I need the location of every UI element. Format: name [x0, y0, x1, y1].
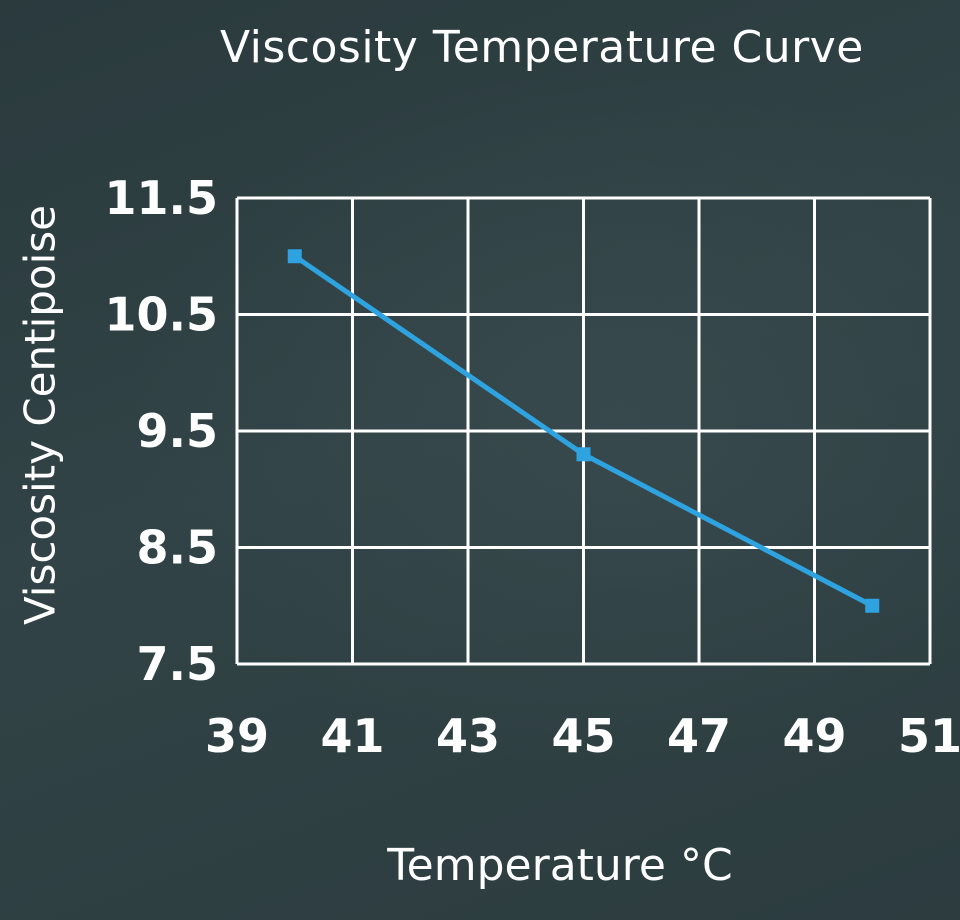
- x-tick-label: 49: [782, 709, 846, 763]
- x-axis-label: Temperature °C: [387, 840, 733, 891]
- y-tick-label: 7.5: [137, 637, 219, 691]
- grid: [235, 196, 932, 666]
- chart-title: Viscosity Temperature Curve: [220, 22, 864, 73]
- x-tick-label: 41: [320, 709, 384, 763]
- y-tick-label: 10.5: [105, 288, 219, 342]
- y-tick-label: 11.5: [105, 171, 219, 225]
- x-tick-label: 47: [667, 709, 731, 763]
- x-tick-label: 43: [436, 709, 500, 763]
- x-tick-label: 45: [551, 709, 615, 763]
- data-point-marker: [576, 447, 591, 462]
- data-point-marker: [865, 598, 880, 613]
- x-tick-label: 51: [898, 709, 960, 763]
- x-tick-labels: 39 41 43 45 47 49 51: [205, 709, 960, 763]
- y-tick-labels: 11.5 10.5 9.5 8.5 7.5: [105, 171, 219, 691]
- x-tick-label: 39: [205, 709, 269, 763]
- y-tick-label: 9.5: [137, 404, 219, 458]
- y-tick-label: 8.5: [137, 521, 219, 575]
- data-point-marker: [287, 249, 302, 264]
- series: [287, 249, 880, 613]
